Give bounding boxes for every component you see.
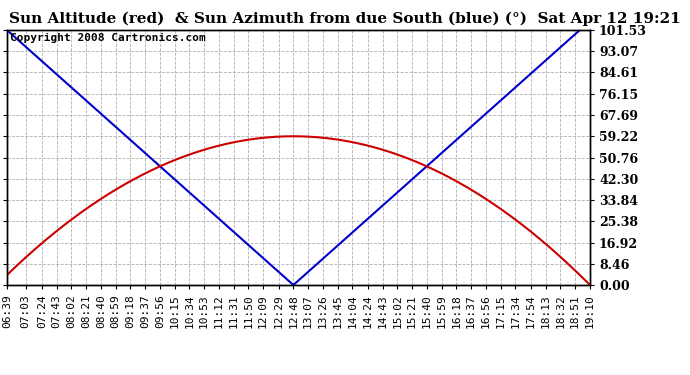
Text: Copyright 2008 Cartronics.com: Copyright 2008 Cartronics.com — [10, 33, 206, 43]
Text: Sun Altitude (red)  & Sun Azimuth from due South (blue) (°)  Sat Apr 12 19:21: Sun Altitude (red) & Sun Azimuth from du… — [9, 11, 681, 26]
